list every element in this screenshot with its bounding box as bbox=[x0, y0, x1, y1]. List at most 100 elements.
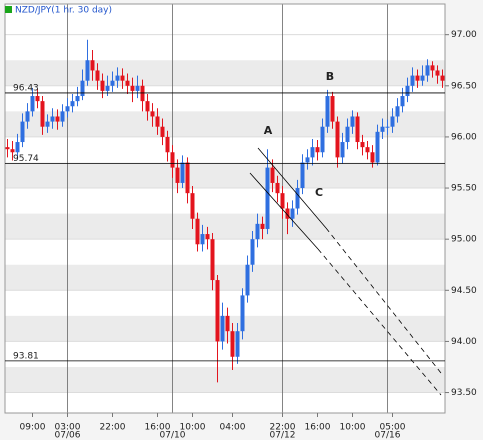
annotation: C bbox=[315, 186, 323, 199]
candle-body bbox=[330, 96, 335, 122]
x-tick-label: 16:00 bbox=[305, 423, 331, 433]
candle-body bbox=[110, 80, 115, 86]
candle-body bbox=[85, 60, 90, 81]
y-tick-label: 97.00 bbox=[451, 30, 477, 40]
candle-body bbox=[265, 167, 270, 229]
candle-body bbox=[115, 75, 120, 81]
x-tick-label: 09:00 bbox=[20, 423, 46, 433]
x-tick-label: 16:00 bbox=[145, 423, 171, 433]
candle-body bbox=[355, 116, 360, 143]
candle-body bbox=[105, 85, 110, 91]
candle-body bbox=[230, 331, 235, 357]
candle-body bbox=[160, 126, 165, 137]
candle-body bbox=[205, 234, 210, 240]
level-label: 95.74 bbox=[13, 154, 39, 164]
x-tick-label: 22:00 bbox=[100, 423, 126, 433]
y-tick-label: 96.00 bbox=[451, 132, 477, 142]
candle-body bbox=[365, 147, 370, 153]
candle-body bbox=[125, 80, 130, 86]
candle-body bbox=[200, 234, 205, 245]
plot-border bbox=[4, 3, 446, 414]
candle-body bbox=[410, 75, 415, 86]
candle-body bbox=[435, 70, 440, 76]
date-label: 07/06 bbox=[55, 431, 81, 441]
candle-body bbox=[335, 121, 340, 158]
y-tick-label: 95.50 bbox=[451, 184, 477, 194]
candle-body bbox=[275, 182, 280, 194]
x-tick-label: 03:00 bbox=[55, 423, 81, 433]
candle-body bbox=[300, 162, 305, 189]
candle-body bbox=[225, 315, 230, 332]
candle-body bbox=[345, 126, 350, 143]
x-tick-label: 05:00 bbox=[380, 423, 406, 433]
candle-body bbox=[425, 65, 430, 76]
candle-body bbox=[260, 223, 265, 229]
candle-body bbox=[440, 75, 445, 81]
legend-swatch bbox=[5, 6, 12, 13]
grid-band bbox=[5, 60, 445, 86]
candle-body bbox=[185, 162, 190, 194]
chart-title: NZD/JPY(1 hr. 30 day) bbox=[15, 6, 112, 16]
candle-body bbox=[40, 101, 45, 127]
candle-body bbox=[175, 167, 180, 183]
annotation: A bbox=[264, 124, 273, 137]
candle-body bbox=[25, 111, 30, 122]
grid-band bbox=[5, 366, 445, 393]
candle-body bbox=[360, 142, 365, 148]
candle-body bbox=[385, 126, 390, 128]
candle-body bbox=[315, 147, 320, 153]
level-label: 93.81 bbox=[13, 351, 39, 361]
x-tick-label: 04:00 bbox=[220, 423, 246, 433]
candle-body bbox=[140, 85, 145, 102]
candle-body bbox=[370, 152, 375, 163]
candle-body bbox=[150, 111, 155, 117]
grid-band bbox=[5, 315, 445, 342]
grid-band bbox=[5, 264, 445, 291]
candle-body bbox=[145, 101, 150, 112]
candle-body bbox=[20, 121, 25, 143]
candle-body bbox=[280, 193, 285, 209]
candle-body bbox=[215, 280, 220, 342]
candle-body bbox=[165, 136, 170, 153]
candle-body bbox=[270, 167, 275, 183]
y-tick-label: 96.50 bbox=[451, 81, 477, 91]
candle-body bbox=[55, 116, 60, 122]
candle-body bbox=[45, 121, 50, 127]
candle-body bbox=[30, 96, 35, 112]
annotation: B bbox=[326, 70, 334, 83]
y-tick-label: 94.00 bbox=[451, 337, 477, 347]
candle-body bbox=[375, 131, 380, 163]
candle-body bbox=[80, 80, 85, 97]
candle-body bbox=[245, 264, 250, 296]
date-label: 07/12 bbox=[270, 431, 296, 441]
candle-body bbox=[380, 126, 385, 132]
candle-body bbox=[210, 239, 215, 281]
candle-body bbox=[285, 208, 290, 219]
candle-body bbox=[155, 116, 160, 127]
candle-body bbox=[420, 75, 425, 81]
grid-band bbox=[5, 162, 445, 189]
candle-body bbox=[240, 295, 245, 332]
date-label: 07/16 bbox=[375, 431, 401, 441]
level-label: 96.43 bbox=[13, 83, 39, 93]
candle-body bbox=[10, 149, 15, 153]
candle-body bbox=[250, 239, 255, 265]
candle-body bbox=[405, 85, 410, 97]
candle-body bbox=[350, 116, 355, 127]
candle-body bbox=[290, 208, 295, 219]
candle-body bbox=[95, 70, 100, 81]
candle-body bbox=[320, 126, 325, 153]
date-label: 07/10 bbox=[160, 431, 186, 441]
candle-body bbox=[235, 331, 240, 357]
x-tick-label: 22:00 bbox=[270, 423, 296, 433]
candle-body bbox=[120, 75, 125, 81]
candle-body bbox=[5, 147, 10, 150]
trend-line-projection bbox=[317, 248, 442, 396]
trend-line bbox=[249, 172, 319, 250]
candle-body bbox=[90, 60, 95, 71]
candle-body bbox=[100, 80, 105, 91]
candle-body bbox=[220, 315, 225, 342]
candle-body bbox=[310, 147, 315, 158]
candle-body bbox=[65, 106, 70, 112]
